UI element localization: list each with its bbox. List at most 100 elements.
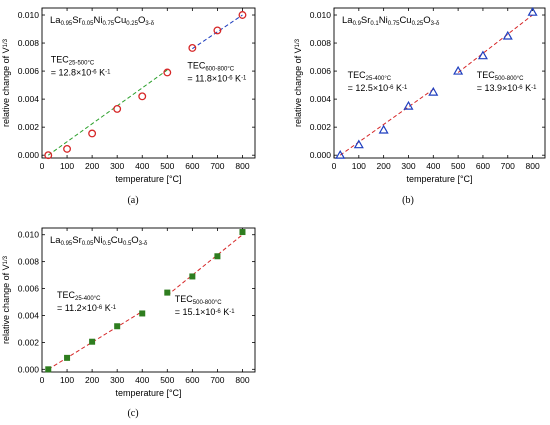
plot-frame: [41, 227, 256, 373]
data-point: [64, 354, 71, 361]
annotation-text: TEC600-800°C: [187, 60, 234, 72]
x-tick-label: 200: [85, 375, 99, 385]
x-tick-label: 500: [451, 161, 465, 171]
y-tick-label: 0.006: [18, 284, 40, 294]
y-tick-label: 0.006: [310, 66, 332, 76]
x-tick-label: 800: [235, 161, 249, 171]
data-point: [502, 30, 513, 40]
x-tick-label: 300: [110, 161, 124, 171]
x-axis-label: temperature [°C]: [115, 174, 181, 184]
x-tick-label: 600: [476, 161, 490, 171]
annotation-text: = 15.1×10-6 K-1: [175, 307, 235, 317]
y-tick-label: 0.000: [18, 364, 40, 374]
panel-caption: (c): [127, 408, 138, 419]
chart-panel-b: 0 100 200 300 400 500 600 700 800 0.000 0.002 0.004…: [293, 6, 546, 206]
x-tick-label: 500: [160, 161, 174, 171]
data-point: [138, 92, 147, 101]
annotation-text: = 12.8×10-6 K-1: [51, 68, 111, 78]
x-tick-label: 100: [60, 161, 74, 171]
annotation-text: TEC500-800°C: [175, 294, 222, 306]
panel-caption: (b): [402, 195, 414, 206]
data-point: [113, 104, 122, 113]
x-tick-label: 700: [501, 161, 515, 171]
data-point: [44, 151, 53, 160]
data-point: [428, 86, 439, 96]
y-tick-label: 0.004: [18, 310, 40, 320]
data-point: [45, 366, 52, 373]
fit-line: [47, 69, 168, 156]
annotation-text: TEC25-500°C: [51, 55, 95, 67]
fit-line: [166, 234, 243, 296]
chart-title: La0.9Sr0.1Ni0.75Cu0.25O3-δ: [342, 15, 440, 27]
data-point: [213, 26, 222, 35]
data-point: [164, 289, 171, 296]
data-point: [88, 129, 97, 138]
data-point: [189, 273, 196, 280]
annotation-text: TEC500-800°C: [477, 70, 524, 82]
data-point: [239, 229, 246, 236]
fit-line: [48, 311, 143, 370]
plot-frame: [41, 7, 256, 159]
x-tick-label: 0: [40, 375, 45, 385]
x-tick-label: 700: [210, 375, 224, 385]
chart-panel-c: 0 100 200 300 400 500 600 700 800 0.000 0.002 0.004…: [1, 227, 256, 419]
data-point: [353, 139, 364, 149]
data-point: [403, 100, 414, 110]
chart-title: La0.95Sr0.05Ni0.5Cu0.5O3-δ: [50, 235, 148, 247]
y-tick-label: 0.008: [18, 257, 40, 267]
x-tick-label: 400: [135, 375, 149, 385]
x-tick-label: 400: [135, 161, 149, 171]
x-tick-label: 800: [235, 375, 249, 385]
x-axis-label: temperature [°C]: [115, 388, 181, 398]
chart-panel-a: 0 100 200 300 400 500 600 700 800 0.000 0.002 0.004…: [1, 7, 256, 206]
data-point: [477, 50, 488, 60]
y-tick-label: 0.000: [310, 150, 332, 160]
data-point: [335, 149, 346, 159]
y-tick-label: 0.004: [310, 94, 332, 104]
data-point: [378, 124, 389, 134]
x-tick-label: 500: [160, 375, 174, 385]
x-tick-label: 800: [525, 161, 539, 171]
data-point: [89, 338, 96, 345]
data-point: [163, 68, 172, 77]
y-tick-label: 0.010: [18, 10, 40, 20]
y-tick-label: 0.002: [18, 122, 40, 132]
y-tick-label: 0.002: [18, 337, 40, 347]
y-tick-label: 0.002: [310, 122, 332, 132]
x-tick-label: 0: [40, 161, 45, 171]
fit-line: [457, 14, 533, 73]
annotation-text: = 11.2×10-6 K-1: [57, 303, 117, 313]
y-tick-label: 0.010: [310, 10, 332, 20]
x-tick-label: 300: [110, 375, 124, 385]
x-tick-label: 0: [332, 161, 337, 171]
y-tick-label: 0.010: [18, 230, 40, 240]
data-point: [238, 11, 247, 19]
data-point: [139, 310, 146, 317]
x-tick-label: 200: [377, 161, 391, 171]
data-point: [114, 323, 121, 330]
annotation-text: = 13.9×10-6 K-1: [477, 83, 537, 93]
data-point: [214, 253, 221, 260]
x-tick-label: 100: [352, 161, 366, 171]
data-point: [453, 65, 464, 75]
data-point: [188, 44, 197, 52]
y-tick-label: 0.008: [310, 38, 332, 48]
annotation-text: = 12.5×10-6 K-1: [348, 83, 408, 93]
x-tick-label: 100: [60, 375, 74, 385]
x-tick-label: 700: [210, 161, 224, 171]
x-tick-label: 600: [185, 375, 199, 385]
data-point: [63, 144, 72, 153]
x-tick-label: 300: [401, 161, 415, 171]
x-tick-label: 200: [85, 161, 99, 171]
y-tick-label: 0.004: [18, 94, 40, 104]
y-tick-label: 0.000: [18, 150, 40, 160]
y-tick-label: 0.008: [18, 38, 40, 48]
annotation-text: TEC25-400°C: [57, 290, 101, 302]
x-tick-label: 400: [426, 161, 440, 171]
annotation-text: TEC25-400°C: [348, 70, 392, 82]
fit-line: [339, 88, 434, 156]
fit-line: [192, 14, 243, 50]
data-point: [527, 6, 538, 16]
x-axis-label: temperature [°C]: [406, 174, 472, 184]
